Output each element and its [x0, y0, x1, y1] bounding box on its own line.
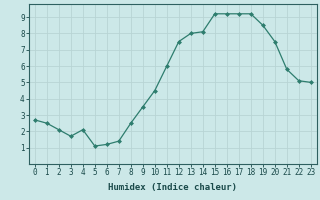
X-axis label: Humidex (Indice chaleur): Humidex (Indice chaleur) — [108, 183, 237, 192]
